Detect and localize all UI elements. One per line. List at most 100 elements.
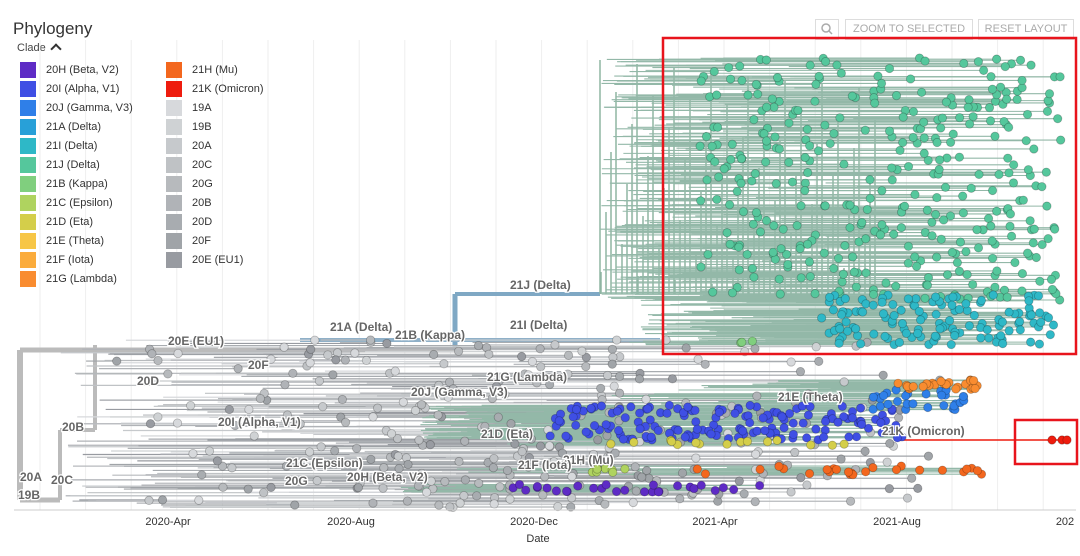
tip xyxy=(538,490,548,500)
tip xyxy=(792,220,802,231)
legend-label: 21A (Delta) xyxy=(46,121,102,133)
tip xyxy=(722,228,732,238)
tip xyxy=(1047,435,1057,445)
tip xyxy=(713,122,723,132)
tip xyxy=(788,418,798,428)
tip xyxy=(288,368,298,378)
tip xyxy=(865,193,875,204)
tip xyxy=(769,221,779,231)
legend-toggle[interactable]: Clade xyxy=(17,42,62,55)
tip xyxy=(493,412,503,422)
tip xyxy=(944,315,955,326)
legend-label: 21H (Mu) xyxy=(192,64,238,76)
tip xyxy=(755,480,765,491)
tip xyxy=(963,102,973,112)
tip xyxy=(877,186,887,196)
tip xyxy=(596,383,606,393)
tip xyxy=(588,449,599,459)
tip xyxy=(323,350,333,360)
tip xyxy=(1024,296,1034,306)
tip xyxy=(112,356,122,366)
tip xyxy=(542,483,552,493)
tip xyxy=(954,266,964,276)
tip xyxy=(986,221,996,231)
legend-label: 19A xyxy=(192,102,212,114)
tip xyxy=(796,273,806,283)
tip xyxy=(856,339,866,349)
tip xyxy=(984,103,995,113)
tip xyxy=(1026,337,1036,347)
tip xyxy=(889,229,899,239)
tip xyxy=(163,369,173,379)
tip xyxy=(861,268,871,278)
tip xyxy=(847,413,858,423)
tip xyxy=(959,58,969,69)
legend-swatch xyxy=(20,195,36,211)
tip xyxy=(1004,168,1014,178)
tip xyxy=(912,261,922,271)
tip xyxy=(172,418,183,428)
legend-swatch xyxy=(166,195,182,211)
tip xyxy=(727,139,737,149)
tip xyxy=(328,370,338,380)
tip xyxy=(774,274,784,284)
clade-label: 21D (Eta) xyxy=(481,427,533,441)
tip xyxy=(910,189,920,200)
clade-label: 21F (Iota) xyxy=(518,458,571,472)
tip xyxy=(368,412,378,422)
tip xyxy=(862,204,872,215)
search-button[interactable] xyxy=(815,19,839,40)
tip xyxy=(946,137,956,147)
tip xyxy=(691,417,701,427)
tip xyxy=(506,419,516,429)
tip xyxy=(917,87,927,97)
tip xyxy=(898,137,908,148)
tip xyxy=(860,446,870,456)
tip xyxy=(194,495,204,505)
tip xyxy=(848,252,858,262)
tip xyxy=(987,84,998,94)
tip xyxy=(951,384,961,394)
tip xyxy=(755,464,765,474)
tip xyxy=(1023,165,1033,175)
tip xyxy=(1031,252,1041,263)
tip xyxy=(1005,221,1015,231)
highlight-box xyxy=(661,36,1078,356)
legend-label: 21I (Delta) xyxy=(46,140,98,152)
tip xyxy=(768,247,778,257)
tip xyxy=(310,335,320,345)
tip xyxy=(637,472,647,482)
tip xyxy=(1003,153,1013,163)
tip xyxy=(803,389,814,399)
tip xyxy=(931,209,941,220)
tip xyxy=(233,364,243,374)
tip xyxy=(527,357,538,367)
tip xyxy=(894,413,904,423)
tip xyxy=(690,405,700,416)
tip xyxy=(700,469,711,479)
tip xyxy=(489,453,499,464)
legend-label: 21J (Delta) xyxy=(46,159,100,171)
tip xyxy=(1012,94,1022,105)
tip xyxy=(857,217,867,228)
tip xyxy=(936,234,946,244)
tip xyxy=(620,464,630,474)
tip xyxy=(968,112,978,122)
tip xyxy=(761,216,772,226)
tip xyxy=(634,374,645,384)
tip xyxy=(884,484,894,494)
tip xyxy=(1043,313,1054,323)
zoom-to-selected-button[interactable]: ZOOM TO SELECTED xyxy=(845,19,973,40)
tip xyxy=(876,78,887,88)
tip xyxy=(972,466,983,476)
tip xyxy=(999,117,1009,127)
tip xyxy=(204,446,215,456)
tip xyxy=(965,119,975,129)
tip xyxy=(743,90,753,100)
tip xyxy=(774,144,785,154)
tip xyxy=(305,358,315,368)
legend-label: 20F xyxy=(192,235,211,247)
tip xyxy=(877,428,887,438)
reset-layout-button[interactable]: RESET LAYOUT xyxy=(978,19,1074,40)
tip xyxy=(801,135,811,145)
